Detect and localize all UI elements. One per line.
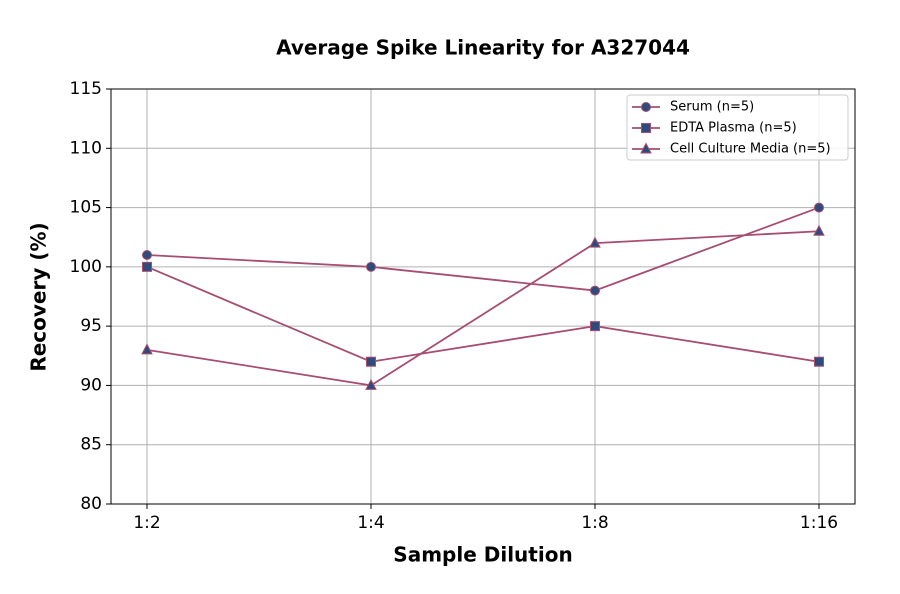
marker [590, 321, 600, 332]
x-axis-label: Sample Dilution [393, 543, 572, 567]
plot-frame [110, 88, 856, 505]
marker [141, 343, 153, 355]
x-tick-label: 1:2 [133, 513, 160, 533]
legend-box [626, 94, 849, 161]
y-axis-label: Recovery (%) [27, 222, 51, 371]
y-tick-label: 85 [80, 435, 102, 455]
legend-marker [641, 102, 651, 112]
marker [142, 250, 152, 260]
marker [589, 236, 601, 248]
marker [142, 261, 152, 272]
marker [366, 261, 376, 272]
marker [813, 224, 825, 236]
y-tick-label: 80 [80, 494, 102, 514]
marker [814, 356, 824, 367]
legend-label: Cell Culture Media (n=5) [670, 142, 831, 157]
marker [590, 285, 600, 296]
series-line [146, 230, 820, 387]
x-tick-label: 1:4 [357, 513, 384, 533]
y-tick-label: 95 [80, 316, 102, 336]
marker [365, 378, 377, 390]
legend-label: Serum (n=5) [670, 100, 754, 115]
y-tick-label: 115 [70, 79, 102, 99]
series-line [146, 266, 820, 363]
x-tick-label: 1:8 [581, 513, 608, 533]
marker [366, 356, 376, 367]
legend-marker [641, 123, 651, 133]
series-line [146, 206, 820, 292]
legend-label: EDTA Plasma (n=5) [670, 121, 797, 136]
chart-title: Average Spike Linearity for A327044 [276, 36, 690, 60]
legend-marker [640, 142, 652, 154]
x-tick-label: 1:16 [800, 513, 838, 533]
y-tick-label: 110 [70, 138, 102, 158]
y-tick-label: 100 [70, 257, 102, 277]
y-tick-label: 105 [70, 198, 102, 218]
marker [814, 202, 824, 213]
y-tick-label: 90 [80, 375, 102, 395]
